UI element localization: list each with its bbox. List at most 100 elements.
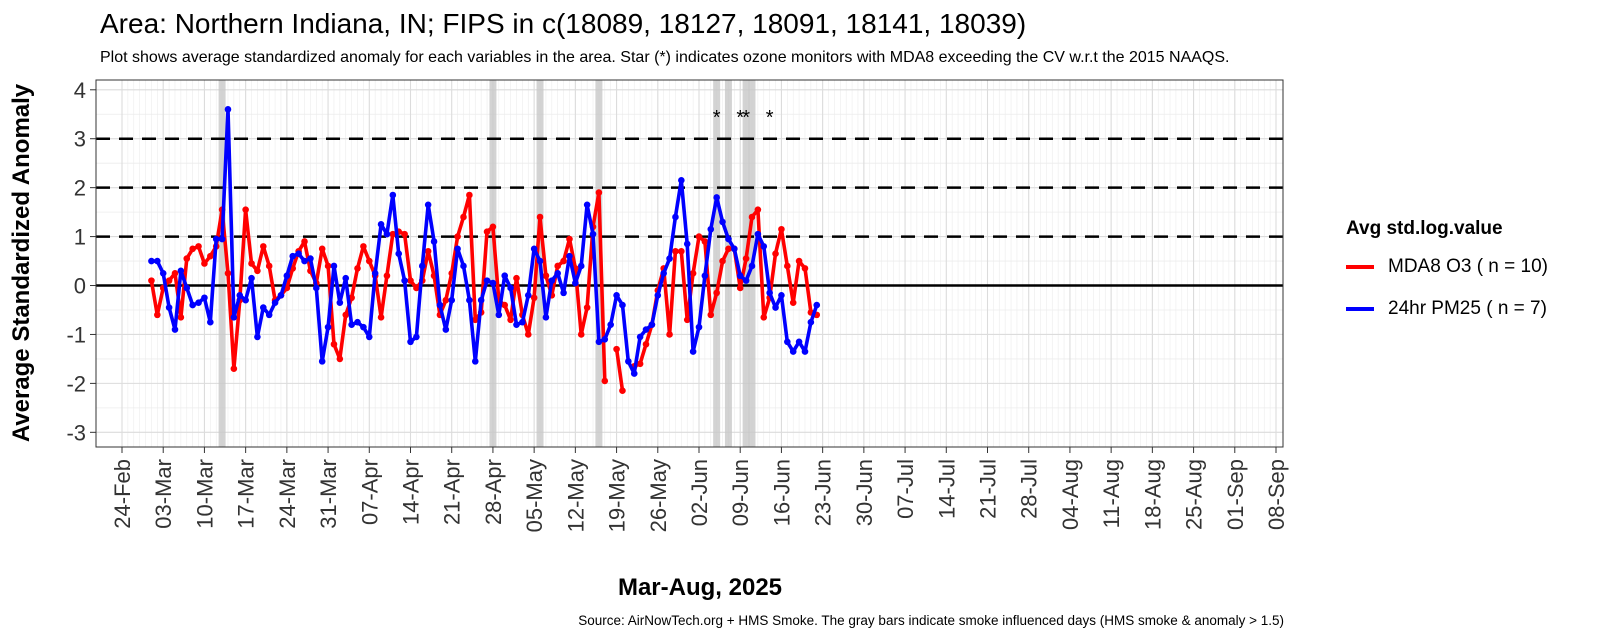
data-point	[307, 255, 314, 262]
data-point	[171, 326, 179, 333]
data-point	[560, 289, 567, 297]
x-tick-label: 04-Aug	[1058, 459, 1083, 530]
x-axis: 24-Feb 03-Mar 10-Mar 17-Mar 24-Mar 31-Mar 07-A…	[110, 447, 1289, 532]
data-point	[625, 358, 632, 365]
data-point	[736, 272, 744, 280]
data-point	[672, 247, 679, 255]
data-point	[424, 247, 432, 255]
legend-title: Avg std.log.value	[1346, 218, 1503, 239]
data-point	[719, 257, 726, 265]
data-point	[218, 235, 226, 243]
data-point	[154, 257, 161, 265]
data-point	[536, 257, 544, 265]
x-tick-label: 05-May	[522, 459, 547, 532]
data-point	[742, 255, 750, 262]
data-point	[260, 304, 267, 311]
y-tick-label: -1	[66, 322, 86, 347]
exceedance-star: *	[766, 107, 774, 129]
series-pm25	[148, 106, 821, 377]
data-point	[454, 245, 461, 253]
x-tick-label: 23-Jun	[811, 459, 836, 526]
data-point	[254, 267, 261, 275]
data-point	[454, 233, 461, 240]
y-tick-label: 4	[74, 78, 86, 103]
data-point	[177, 314, 185, 321]
legend-swatch-o3	[1346, 265, 1374, 269]
smoke-bar	[724, 80, 732, 447]
y-tick-label: 2	[74, 176, 86, 201]
data-point	[789, 348, 797, 355]
x-tick-label: 02-Jun	[687, 459, 712, 526]
data-point	[530, 294, 538, 302]
data-point	[572, 279, 579, 287]
data-point	[524, 331, 532, 338]
data-point	[207, 318, 214, 326]
x-tick-label: 24-Feb	[110, 459, 135, 529]
data-point	[336, 355, 344, 363]
data-point	[748, 262, 756, 270]
data-point	[436, 301, 444, 309]
data-point	[242, 206, 249, 213]
data-point	[254, 333, 261, 341]
data-point	[613, 292, 620, 299]
data-point	[295, 250, 302, 258]
data-point	[159, 269, 167, 277]
y-tick-label: -3	[66, 420, 86, 445]
legend-swatch-pm25	[1346, 307, 1374, 311]
series-line	[151, 107, 819, 376]
data-point	[165, 304, 173, 311]
data-point	[471, 316, 479, 324]
data-point	[613, 345, 620, 353]
y-axis-label: Average Standardized Anomaly	[8, 83, 35, 443]
data-point	[165, 277, 173, 284]
data-point	[336, 299, 344, 306]
data-point	[507, 316, 514, 324]
data-point	[554, 262, 561, 270]
data-point	[207, 252, 214, 260]
data-point	[778, 292, 785, 299]
y-tick-label: 3	[74, 127, 86, 152]
data-point	[566, 252, 573, 260]
data-point	[642, 326, 650, 333]
data-point	[271, 299, 279, 306]
data-point	[766, 289, 773, 297]
data-point	[401, 277, 408, 284]
data-point	[224, 269, 232, 277]
data-point	[695, 323, 703, 331]
data-point	[725, 235, 732, 243]
exceedance-star: *	[742, 107, 750, 129]
data-point	[501, 301, 509, 309]
data-point	[471, 358, 479, 365]
data-point	[466, 296, 473, 304]
data-point	[707, 225, 715, 233]
y-tick-label: 0	[74, 274, 86, 299]
data-point	[542, 272, 550, 280]
data-point	[760, 314, 768, 321]
data-point	[725, 245, 732, 253]
series-line	[149, 190, 607, 381]
data-point	[171, 269, 179, 277]
data-point	[183, 255, 191, 262]
x-tick-label: 10-Mar	[192, 459, 217, 529]
x-axis-label: Mar-Aug, 2025	[617, 574, 783, 601]
data-point	[483, 228, 491, 235]
data-point	[701, 238, 709, 245]
data-point	[589, 230, 597, 238]
x-tick-label: 08-Sep	[1264, 459, 1289, 530]
data-point	[807, 318, 815, 326]
series-layer	[148, 106, 821, 395]
data-point	[448, 296, 456, 304]
data-point	[248, 274, 255, 282]
data-point	[801, 348, 809, 355]
data-point	[389, 191, 397, 199]
data-point	[312, 284, 320, 292]
data-point	[666, 331, 673, 338]
data-point	[195, 299, 202, 306]
legend: Avg std.log.value MDA8 O3 ( n = 10) 24hr…	[1346, 218, 1548, 324]
data-point	[342, 274, 350, 282]
data-point	[260, 243, 267, 250]
data-point	[371, 269, 379, 277]
data-point	[642, 340, 650, 348]
data-point	[330, 340, 338, 348]
exceedance-star: *	[736, 107, 744, 129]
